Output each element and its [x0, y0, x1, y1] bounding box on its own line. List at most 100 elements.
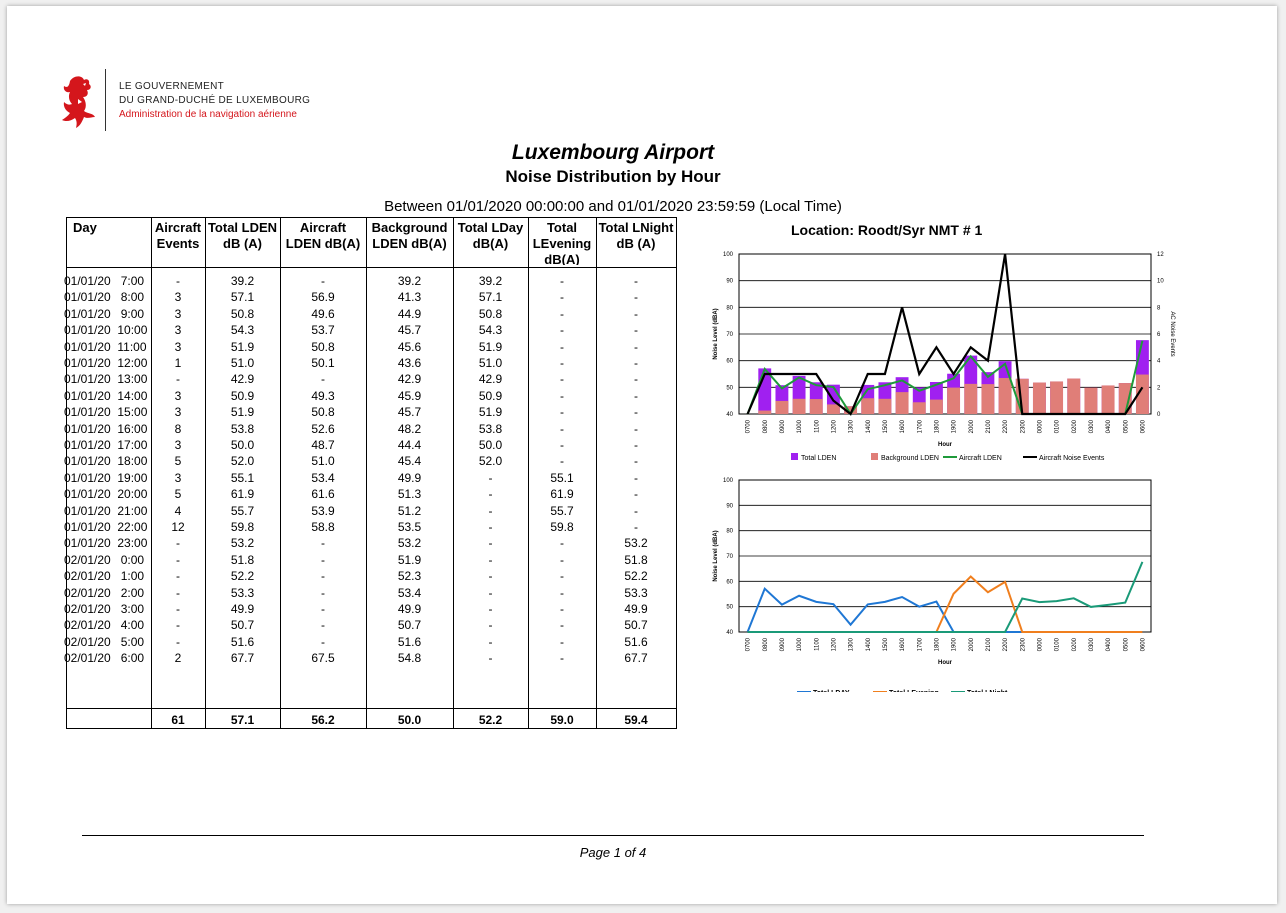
table-cell: 39.2: [478, 274, 503, 288]
table-cell: -: [321, 569, 325, 584]
x-tick-label: 2300: [1020, 419, 1026, 433]
table-cell: -: [634, 290, 638, 305]
table-cell: -: [634, 503, 638, 518]
table-cell: -: [176, 552, 180, 567]
table-cell: 51.2: [397, 503, 422, 518]
table-cell: -: [488, 520, 493, 534]
table-cell: 50.7: [230, 618, 255, 633]
table-cell: 45.7: [397, 405, 422, 420]
x-tick-label: 1100: [814, 637, 820, 651]
table-cell: 50.8: [230, 306, 255, 321]
table-cell: -: [634, 388, 638, 403]
table-row-date: 01/01/20 22:00: [64, 520, 148, 534]
hdr-total-lnight: Total LNight dB (A): [598, 220, 674, 251]
x-tick-label: 1800: [934, 637, 940, 651]
x-tick-label: 0400: [1106, 637, 1112, 651]
y-tick-label: 60: [726, 359, 733, 365]
legend-aircraft-lden: Aircraft LDEN: [959, 455, 1002, 462]
table-cell: -: [634, 306, 638, 321]
table-cell: -: [321, 552, 325, 567]
background-lden-bar: [981, 384, 995, 414]
table-cell: -: [560, 421, 564, 436]
table-cell: 5: [174, 454, 182, 469]
table-cell: 51.6: [230, 634, 255, 649]
table-cell: 49.9: [230, 602, 255, 616]
table-total-cell: 59.4: [624, 713, 648, 727]
table-cell: -: [488, 651, 493, 666]
table-cell: -: [488, 552, 493, 567]
table-cell: 53.2: [397, 536, 422, 551]
table-cell: -: [634, 274, 638, 288]
table-cell: 49.6: [311, 306, 335, 321]
y-tick-label: 90: [726, 279, 733, 285]
table-cell: 44.4: [397, 438, 422, 452]
background-lden-bar: [792, 398, 806, 414]
table-cell: -: [488, 569, 493, 584]
table-cell: 54.8: [397, 651, 422, 666]
table-cell: 5: [174, 487, 182, 502]
table-cell: 51.9: [230, 405, 255, 420]
legend-label-1: Total LEvening: [889, 690, 939, 692]
x-tick-label: 0900: [780, 419, 786, 433]
table-row-date: 01/01/20 17:00: [64, 438, 148, 452]
government-line-2: DU GRAND-DUCHÉ DE LUXEMBOURG: [119, 95, 311, 106]
table-cell: -: [488, 470, 493, 485]
y2-axis-label: AC Noise Events: [1169, 311, 1175, 356]
table-cell: 52.3: [397, 569, 422, 584]
table-cell: -: [560, 569, 564, 584]
series-line-1: [747, 575, 1143, 633]
row-divider: [67, 708, 676, 709]
x-tick-label: 0400: [1106, 419, 1112, 433]
x-tick-label: 1500: [883, 419, 889, 433]
hdr-background-lden: Background LDEN dB(A): [371, 220, 448, 251]
table-cell: 3: [174, 306, 182, 321]
column-divider: [205, 218, 206, 728]
table-cell: 51.3: [397, 487, 422, 502]
background-lden-bar: [878, 398, 892, 414]
footer-divider: [82, 835, 1144, 836]
table-cell: 54.3: [230, 323, 255, 338]
x-tick-label: 1200: [831, 637, 837, 651]
table-cell: 61.9: [230, 487, 255, 502]
table-cell: 51.6: [624, 634, 648, 649]
table-cell: 58.8: [311, 520, 335, 534]
table-cell: -: [488, 487, 493, 502]
table-cell: -: [321, 618, 325, 633]
table-cell: -: [488, 602, 493, 616]
table-cell: -: [634, 520, 638, 534]
x-tick-label: 0000: [1037, 637, 1043, 651]
x-tick-label: 0300: [1089, 637, 1095, 651]
table-cell: 51.9: [478, 339, 503, 354]
table-cell: -: [176, 634, 180, 649]
table-cell: 51.8: [624, 552, 648, 567]
x-tick-label: 1300: [849, 419, 855, 433]
table-cell: 50.9: [478, 388, 503, 403]
y-tick-label: 90: [726, 503, 733, 509]
table-cell: 56.9: [311, 290, 335, 305]
table-cell: 53.4: [397, 585, 422, 600]
legend-label-0: Total LDAY: [813, 690, 850, 692]
y-axis-label: Noise Level (dBA): [713, 530, 719, 581]
y2-tick-label: 8: [1157, 305, 1161, 311]
table-cell: -: [560, 306, 564, 321]
table-total-cell: 50.0: [397, 713, 422, 727]
table-cell: 3: [174, 470, 182, 485]
table-cell: -: [321, 602, 325, 616]
y2-tick-label: 0: [1157, 412, 1161, 418]
table-cell: 3: [174, 388, 182, 403]
table-cell: 48.2: [397, 421, 422, 436]
table-cell: -: [560, 536, 564, 551]
x-tick-label: 1900: [952, 637, 958, 651]
table-cell: 50.9: [230, 388, 255, 403]
x-tick-label: 0600: [1140, 419, 1146, 433]
table-row-date: 02/01/20 5:00: [64, 634, 145, 649]
table-cell: -: [634, 470, 638, 485]
table-cell: 52.0: [230, 454, 255, 469]
table-cell: 49.9: [397, 470, 422, 485]
x-tick-label: 0800: [763, 419, 769, 433]
administration-name: Administration de la navigation aérienne: [119, 109, 297, 120]
table-cell: -: [176, 602, 180, 616]
table-cell: -: [560, 552, 564, 567]
table-cell: 49.9: [397, 602, 422, 616]
table-cell: -: [634, 421, 638, 436]
